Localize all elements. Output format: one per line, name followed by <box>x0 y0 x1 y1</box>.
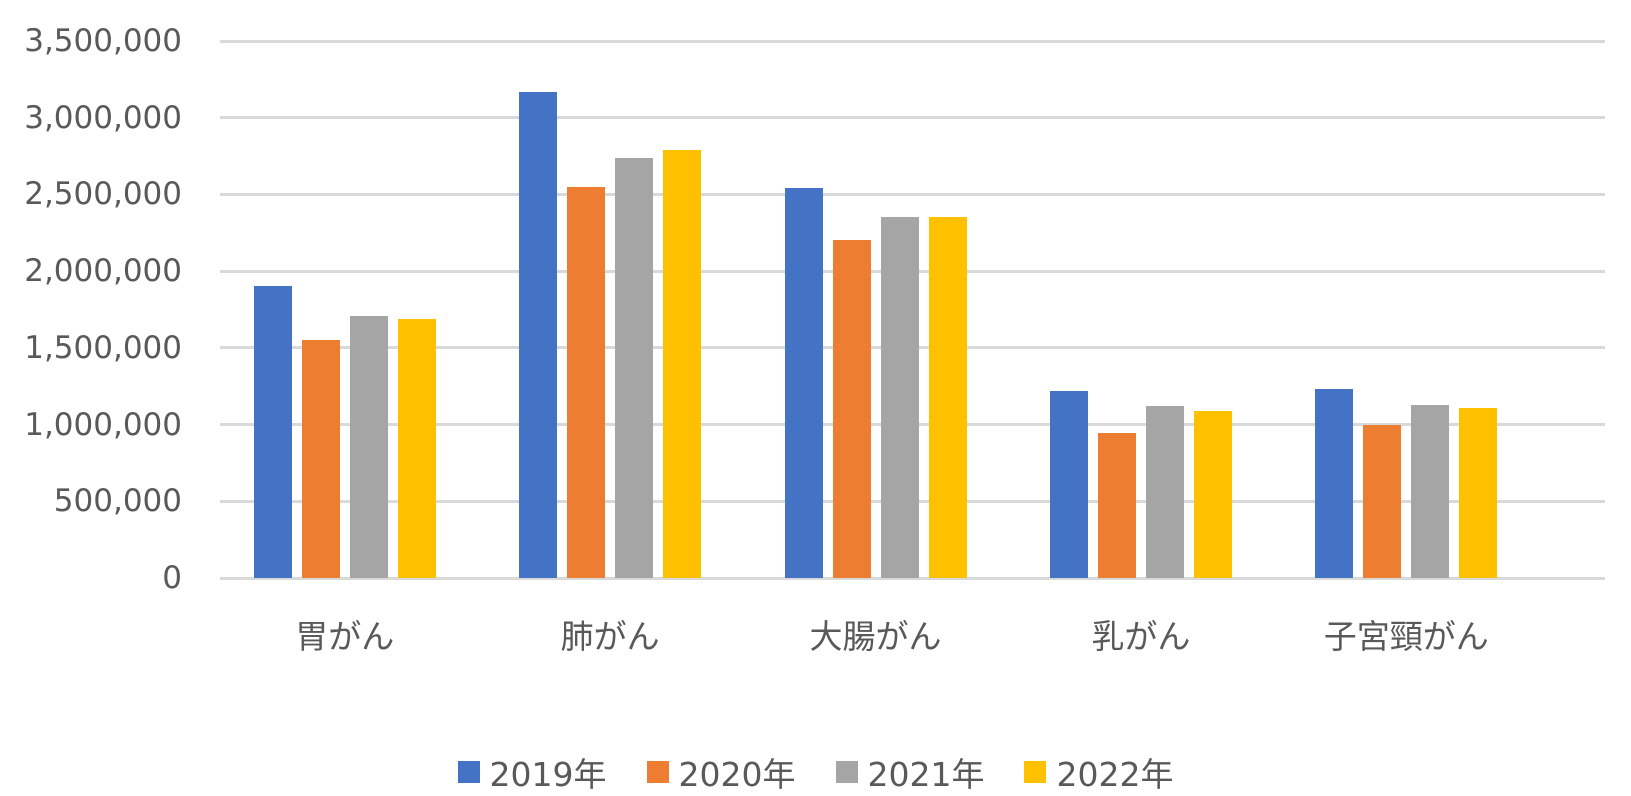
legend-label: 2020年 <box>678 755 796 794</box>
legend-swatch-icon <box>835 761 858 783</box>
bar-2020年-子宮頸がん <box>1363 424 1402 578</box>
bar-2020年-胃がん <box>301 340 340 578</box>
x-category-label: 胃がん <box>295 617 395 656</box>
x-category-label: 肺がん <box>560 617 660 656</box>
y-tick-label: 1,500,000 <box>24 329 182 366</box>
y-tick-label: 2,500,000 <box>24 176 182 213</box>
legend-item-2021: 2021年 <box>835 748 985 796</box>
x-category-label: 乳がん <box>1091 617 1191 656</box>
y-tick-label: 3,500,000 <box>24 23 182 59</box>
bar-2020年-乳がん <box>1097 433 1136 578</box>
bar-2022年-胃がん <box>397 318 436 578</box>
legend: 2019年 2020年 2021年 2022年 <box>0 748 1631 796</box>
legend-swatch-icon <box>1024 761 1047 783</box>
legend-label: 2021年 <box>867 755 985 794</box>
legend-item-2020: 2020年 <box>646 748 796 796</box>
bar-2021年-大腸がん <box>880 217 919 578</box>
bar-2021年-胃がん <box>349 316 388 578</box>
legend-item-2019: 2019年 <box>457 748 607 796</box>
bar-2019年-大腸がん <box>784 188 823 578</box>
legend-swatch-icon <box>457 761 480 783</box>
bar-2019年-乳がん <box>1049 390 1088 578</box>
legend-label: 2019年 <box>489 755 607 794</box>
bar-2021年-子宮頸がん <box>1411 404 1450 578</box>
x-category-label: 子宮頸がん <box>1323 617 1489 656</box>
legend-label: 2022年 <box>1056 755 1174 794</box>
y-tick-label: 2,000,000 <box>24 253 182 290</box>
gridline <box>220 192 1605 196</box>
bar-2019年-胃がん <box>253 286 292 578</box>
bar-2021年-乳がん <box>1145 406 1184 578</box>
y-tick-label: 500,000 <box>53 483 182 520</box>
gridline <box>220 39 1605 43</box>
gridline <box>220 576 1605 580</box>
bar-2021年-肺がん <box>615 157 654 578</box>
legend-item-2022: 2022年 <box>1024 748 1173 796</box>
bar-2022年-乳がん <box>1193 411 1232 578</box>
y-tick-label: 1,000,000 <box>24 406 182 443</box>
x-category-label: 大腸がん <box>809 617 942 656</box>
bar-2019年-子宮頸がん <box>1315 389 1354 578</box>
gridline <box>220 116 1605 120</box>
y-tick-label: 0 <box>162 560 182 596</box>
bar-2020年-肺がん <box>567 186 606 578</box>
bar-2022年-肺がん <box>663 149 702 578</box>
legend-swatch-icon <box>646 761 669 783</box>
bar-2022年-大腸がん <box>928 217 967 578</box>
y-tick-label: 3,000,000 <box>24 99 182 136</box>
bar-2020年-大腸がん <box>832 240 871 578</box>
bar-2019年-肺がん <box>519 91 558 578</box>
bar-2022年-子宮頸がん <box>1459 408 1498 578</box>
